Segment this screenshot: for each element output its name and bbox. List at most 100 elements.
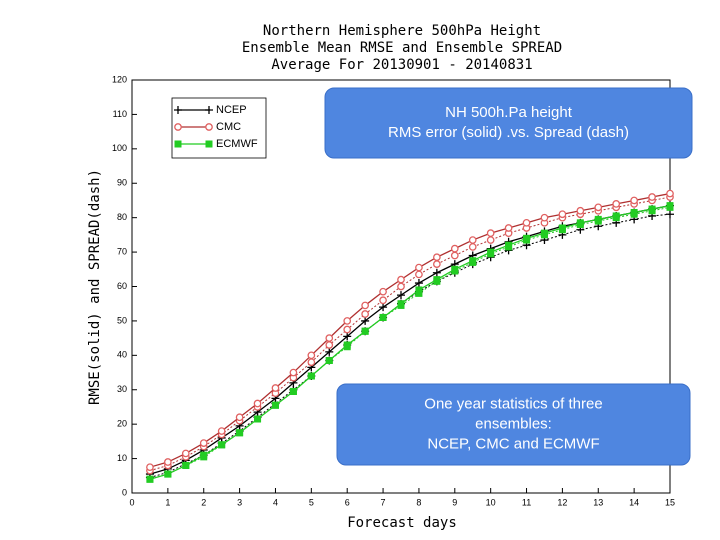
annotation-box [336,383,691,466]
legend-marker [174,106,182,114]
y-tick-label: 50 [117,315,127,325]
legend-marker [205,123,213,131]
marker [379,313,387,321]
marker [343,317,352,325]
marker [200,451,208,459]
marker [630,196,638,205]
marker [325,341,334,349]
x-tick-label: 0 [129,497,134,507]
marker [182,461,190,469]
legend-label: CMC [216,121,241,133]
marker [343,341,351,349]
marker [468,243,477,251]
x-tick-label: 5 [309,497,314,507]
marker [307,358,316,367]
chart-title: Average For 20130901 - 20140831 [271,57,532,73]
x-tick-label: 12 [557,497,567,507]
x-axis-label: Forecast days [347,515,457,531]
marker [451,265,459,273]
marker [648,205,656,213]
marker [289,387,297,395]
y-tick-label: 60 [117,281,127,291]
marker [468,236,477,244]
marker [397,300,405,308]
marker [612,212,620,220]
x-tick-label: 8 [416,497,421,507]
marker [379,303,388,312]
marker [361,327,369,335]
marker [236,429,244,437]
marker [522,218,531,227]
marker [486,229,495,238]
x-tick-label: 6 [345,497,350,507]
annotation-box [324,87,693,159]
x-tick-label: 15 [665,497,675,507]
y-axis-label: RMSE(solid) and SPREAD(dash) [87,169,103,405]
legend-label: ECMWF [216,138,258,150]
marker [415,263,423,272]
marker [504,224,513,232]
x-tick-label: 4 [273,497,278,507]
x-tick-label: 11 [522,497,531,507]
marker [415,270,423,279]
marker [397,291,405,300]
marker [307,351,316,360]
marker [271,401,279,409]
marker [630,209,638,217]
marker [433,276,441,284]
marker [432,268,441,277]
y-tick-label: 70 [117,246,127,256]
chart-title: Ensemble Mean RMSE and Ensemble SPREAD [242,40,562,56]
marker [181,449,190,458]
y-tick-label: 10 [117,453,127,463]
y-tick-label: 30 [117,384,127,394]
annotation-text: One year statistics of three [424,395,602,412]
y-tick-label: 120 [112,74,127,84]
marker [469,257,477,265]
y-tick-label: 90 [117,178,127,188]
spread-line [149,196,671,472]
marker [415,286,423,294]
marker [146,463,154,472]
marker [558,224,566,232]
y-tick-label: 100 [112,143,127,153]
marker [558,210,567,219]
marker [343,325,352,334]
marker [199,439,208,447]
y-tick-label: 20 [117,419,127,429]
marker [594,203,603,212]
marker [325,356,333,364]
x-tick-label: 7 [381,497,386,507]
marker [289,368,298,377]
legend-marker [174,123,182,131]
marker [433,253,441,262]
y-tick-label: 80 [117,212,127,222]
marker [523,234,531,242]
marker [253,399,262,408]
marker [379,296,387,305]
marker [361,310,369,318]
marker [343,332,352,341]
marker [648,193,656,201]
annotation-text: NCEP, CMC and ECMWF [427,435,599,452]
marker [361,301,369,310]
marker [450,251,459,260]
marker [271,384,280,392]
legend-marker [174,140,182,148]
marker [235,413,244,422]
marker [218,441,226,449]
marker [612,200,621,208]
marker [540,229,548,237]
y-tick-label: 40 [117,350,127,360]
legend-label: NCEP [216,104,247,116]
x-tick-label: 10 [486,497,496,507]
annotation-text: NH 500h.Pa height [445,104,573,121]
x-tick-label: 3 [237,497,242,507]
marker [576,206,585,215]
x-tick-label: 1 [165,497,170,507]
marker [505,241,513,249]
x-tick-label: 2 [201,497,206,507]
marker [397,275,405,284]
marker [666,189,674,198]
